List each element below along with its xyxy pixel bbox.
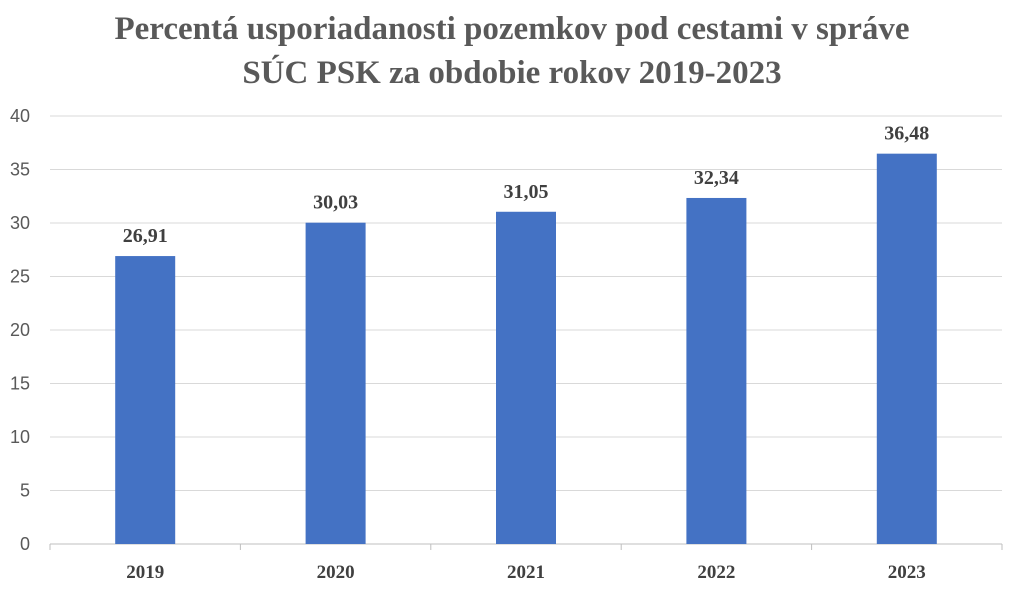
data-labels: 26,91 30,03 31,05 32,34 36,48: [123, 123, 930, 247]
bars: [115, 153, 937, 544]
y-tick-label-20: 20: [10, 320, 30, 340]
data-label-2023: 36,48: [884, 123, 929, 145]
y-tick-label-40: 40: [10, 106, 30, 126]
data-label-2020: 30,03: [313, 192, 358, 214]
bar-2019: [115, 256, 176, 544]
y-tick-label-30: 30: [10, 213, 30, 233]
y-axis-tick-labels: 0 5 10 15 20 25 30 35 40: [10, 106, 30, 554]
chart-title-line-2: SÚC PSK za obdobie rokov 2019-2023: [242, 55, 782, 91]
x-tick-label-2019: 2019: [126, 562, 164, 583]
y-tick-label-35: 35: [10, 160, 30, 180]
data-label-2021: 31,05: [504, 181, 549, 203]
x-tick-label-2022: 2022: [697, 562, 735, 583]
data-label-2019: 26,91: [123, 225, 168, 247]
y-tick-label-0: 0: [20, 534, 30, 554]
x-tick-label-2020: 2020: [317, 562, 355, 583]
bar-2021: [496, 211, 556, 544]
data-label-2022: 32,34: [694, 167, 739, 189]
x-axis-tick-labels: 2019 2020 2021 2022 2023: [126, 562, 926, 583]
bar-2022: [686, 197, 747, 544]
y-tick-label-25: 25: [10, 267, 30, 287]
chart-title-line-1: Percentá usporiadanosti pozemkov pod ces…: [114, 11, 910, 47]
y-tick-label-15: 15: [10, 374, 30, 394]
y-tick-label-5: 5: [20, 481, 30, 501]
x-tick-label-2023: 2023: [888, 562, 926, 583]
bar-2023: [876, 153, 937, 544]
bar-2020: [305, 222, 366, 544]
x-tick-label-2021: 2021: [507, 562, 545, 583]
y-tick-label-10: 10: [10, 427, 30, 447]
